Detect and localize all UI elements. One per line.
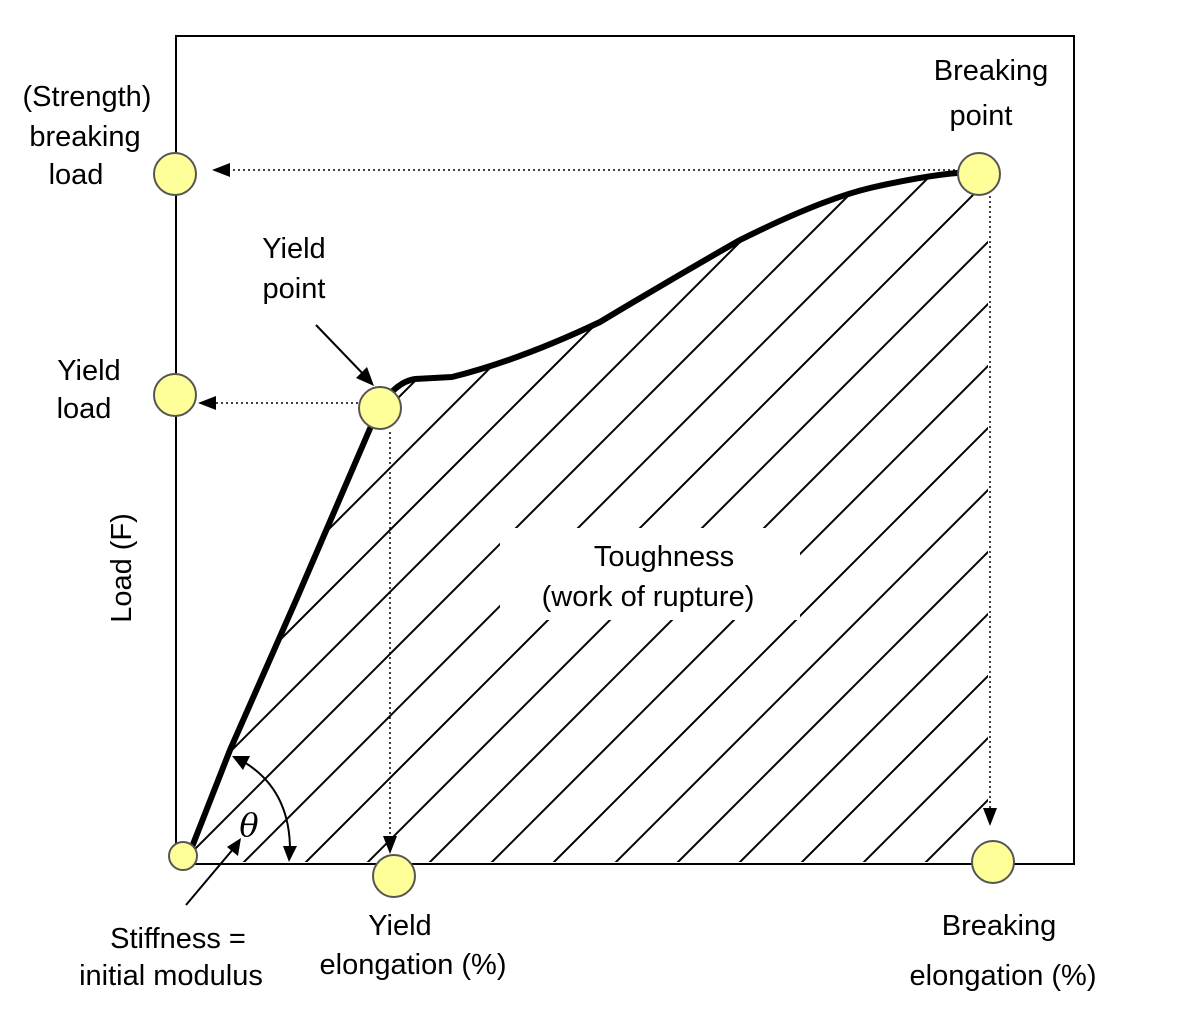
- hatch-line: [887, 172, 988, 862]
- hatch-line: [949, 172, 988, 862]
- yield-load-label-line1: Yield: [57, 355, 120, 387]
- yield-elongation-label-line2: elongation (%): [320, 949, 507, 981]
- hatch-line: [183, 172, 945, 862]
- breaking-point-label-line2: point: [950, 100, 1013, 132]
- theta-angle-arc: [243, 761, 291, 851]
- toughness-label-line1: Toughness: [594, 541, 734, 573]
- hatch-line: [183, 172, 883, 862]
- hatch-line: [391, 172, 988, 862]
- hatch-line: [183, 172, 263, 862]
- hatch-line: [205, 172, 988, 862]
- yield-elongation-marker: [372, 854, 416, 898]
- hatch-line: [701, 172, 988, 862]
- theta-arc-arrowhead-top: [232, 756, 250, 770]
- yield-point-marker: [358, 386, 402, 430]
- yield-load-label-line2: load: [57, 393, 112, 425]
- yield-load-marker: [153, 373, 197, 417]
- theta-label: θ: [239, 806, 258, 844]
- toughness-label-background: [500, 528, 800, 620]
- hatch-line: [183, 172, 449, 862]
- hatch-line: [183, 172, 325, 862]
- breaking-elongation-label-line1: Breaking: [942, 910, 1056, 942]
- hatch-line: [183, 172, 697, 862]
- strength-label-line2: breaking: [29, 121, 140, 153]
- strength-label-line1: (Strength): [23, 81, 152, 113]
- hatch-line: [577, 172, 988, 862]
- load-elongation-curve: [187, 169, 981, 855]
- yield-point-label-line1: Yield: [262, 233, 325, 265]
- yield-elongation-label-line1: Yield: [368, 910, 431, 942]
- theta-arc-arrowhead-bottom: [283, 846, 297, 862]
- stiffness-pointer: [185, 847, 235, 906]
- breaking-point-label-line1: Breaking: [934, 55, 1048, 87]
- yield-point-label-line2: point: [263, 273, 326, 305]
- hatch-line: [183, 172, 511, 862]
- hatch-line: [267, 172, 988, 862]
- yield-point-pointer: [315, 324, 367, 378]
- hatch-line: [515, 172, 988, 862]
- breaking-point-marker: [957, 152, 1001, 196]
- breaking-elongation-marker: [971, 840, 1015, 884]
- hatch-line: [183, 172, 387, 862]
- origin-marker: [168, 841, 198, 871]
- breaking-load-marker: [153, 152, 197, 196]
- yield-point-pointer-arrowhead: [356, 367, 374, 386]
- hatch-line: [453, 172, 988, 862]
- hatch-line: [763, 172, 988, 862]
- breaking-elongation-arrowhead: [983, 808, 997, 826]
- hatch-line: [329, 172, 988, 862]
- stiffness-pointer-arrowhead: [227, 838, 241, 856]
- plot-frame: [175, 35, 1075, 865]
- hatch-line: [183, 172, 759, 862]
- toughness-label-line2: (work of rupture): [542, 581, 755, 613]
- y-axis-label: Load (F): [106, 513, 138, 623]
- stiffness-label-line2: initial modulus: [79, 960, 263, 992]
- hatch-line: [183, 172, 573, 862]
- yield-elongation-arrowhead: [383, 836, 397, 854]
- hatch-line: [183, 172, 635, 862]
- hatch-line: [183, 172, 821, 862]
- stiffness-label-line1: Stiffness =: [110, 923, 246, 955]
- breaking-load-arrowhead: [212, 163, 230, 177]
- hatch-line: [183, 172, 201, 862]
- breaking-elongation-label-line2: elongation (%): [910, 960, 1097, 992]
- strength-label-line3: load: [49, 159, 104, 191]
- hatch-line: [639, 172, 988, 862]
- yield-load-arrowhead: [198, 396, 216, 410]
- hatch-line: [825, 172, 988, 862]
